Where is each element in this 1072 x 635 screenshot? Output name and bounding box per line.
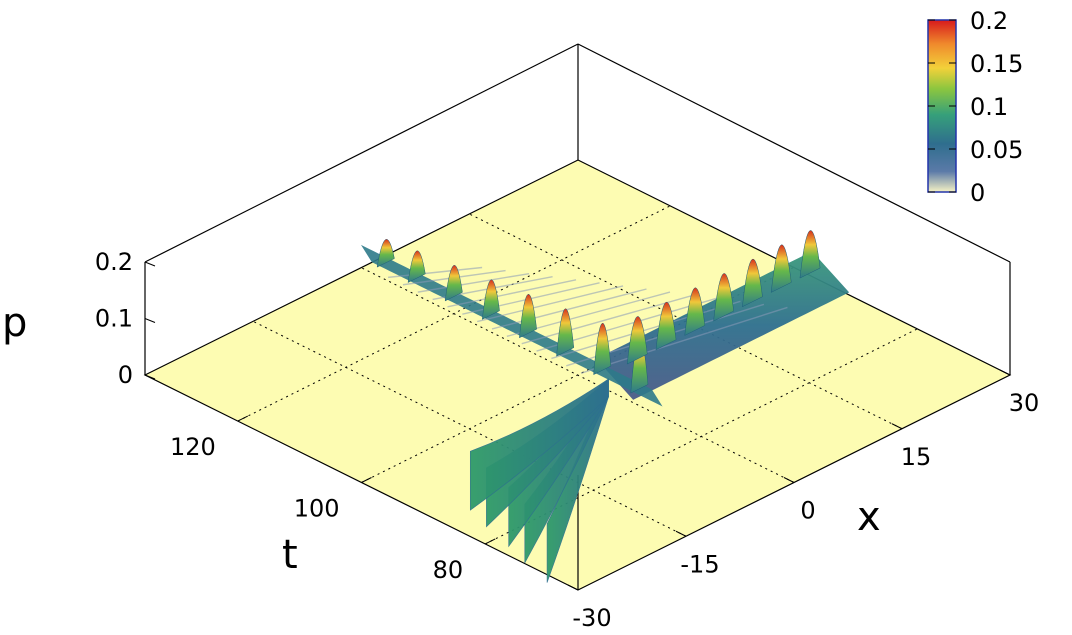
radiation-stripe [491, 288, 647, 330]
x-tick-mark [999, 369, 1011, 376]
x-tick-label: 0 [800, 497, 815, 525]
radiation-stripe [417, 272, 530, 293]
z-axis: 0.2 0.1 0 [95, 248, 156, 389]
incoming-crest [469, 378, 609, 511]
colorbar: 0.2 0.15 0.1 0.05 0 [927, 7, 1023, 207]
radiation-stripe [477, 285, 624, 323]
surface [361, 230, 850, 583]
x-tick-label: 15 [901, 443, 932, 471]
x-tick-label: -30 [572, 604, 611, 632]
colorbar-tick-label: 0.1 [970, 93, 1008, 121]
x-tick-mark [567, 584, 579, 591]
t-tick-label: 120 [170, 433, 216, 461]
t-tick-mark [484, 538, 496, 545]
x-axis-label: x [857, 494, 881, 540]
interaction-peak [376, 239, 395, 268]
outgoing-peak [742, 258, 763, 308]
box-frame [144, 43, 1011, 590]
x-tick-label: 30 [1009, 389, 1040, 417]
interaction-peak [556, 308, 575, 357]
colorbar-tick-label: 0.2 [970, 7, 1008, 35]
x-axis: 30 15 0 -15 -30 [567, 369, 1040, 632]
t-tick-label: 80 [433, 556, 464, 584]
radiation-stripe [447, 279, 577, 308]
x-tick-mark [891, 423, 903, 430]
interaction-peak [481, 279, 500, 320]
outgoing-peak [799, 230, 821, 279]
colorbar-tick-label: 0.05 [970, 136, 1023, 164]
t-tick-mark [361, 477, 372, 483]
radiation-stripe [388, 266, 483, 279]
z-tick-label: 0.1 [95, 305, 133, 333]
interaction-peak [519, 294, 537, 339]
x-tick-mark [675, 530, 687, 537]
t-axis: 80 100 120 [170, 415, 496, 584]
x-tick-label: -15 [680, 550, 719, 578]
t-axis-label: t [282, 532, 298, 578]
t-tick-label: 100 [294, 495, 340, 523]
grid-line-x [360, 267, 795, 483]
grid-line-x [252, 320, 687, 537]
t-tick-mark [237, 415, 249, 422]
z-axis-label: p [2, 300, 27, 346]
outgoing-peak [713, 273, 734, 322]
outgoing-peak [626, 316, 648, 365]
outgoing-peak [655, 301, 677, 351]
z-tick-mark [144, 261, 156, 267]
x-tick-mark [783, 477, 795, 483]
radiation-stripe [580, 306, 788, 374]
interaction-peak [593, 323, 612, 376]
z-tick-mark [144, 374, 156, 380]
radiation-stripe [551, 300, 741, 360]
outgoing-band [596, 251, 850, 400]
colorbar-tick-label: 0.15 [970, 50, 1023, 78]
colorbar-tick-label: 0 [970, 179, 985, 207]
interaction-peak [407, 250, 426, 283]
outgoing-peak [684, 287, 706, 336]
z-tick-label: 0 [118, 361, 133, 389]
interaction-peak [444, 265, 463, 302]
outgoing-peak [770, 244, 792, 293]
interaction-ridge [361, 244, 663, 407]
z-tick-mark [144, 318, 156, 323]
z-tick-label: 0.2 [95, 248, 133, 276]
